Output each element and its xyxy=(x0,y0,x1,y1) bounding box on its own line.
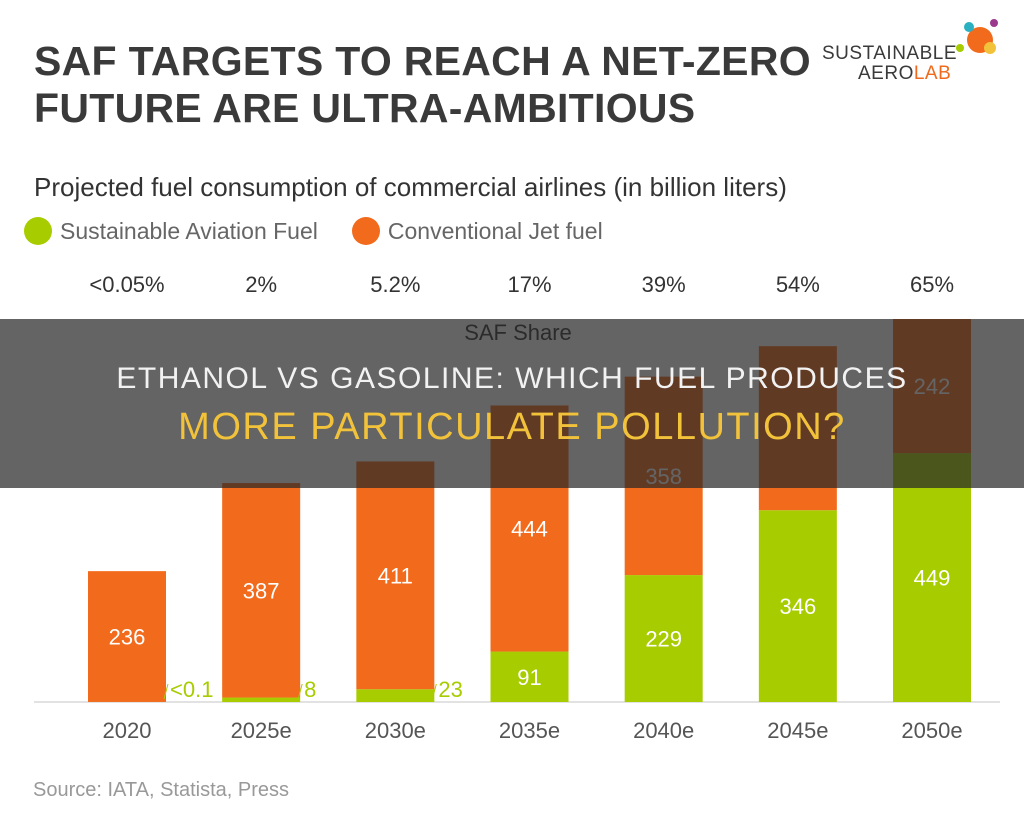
bar-saf xyxy=(893,453,972,702)
x-tick-label: 2045e xyxy=(767,718,828,743)
data-label-saf: 8 xyxy=(304,677,316,702)
logo-text: SUSTAINABLE AEROLAB xyxy=(822,44,957,84)
x-tick-label: 2035e xyxy=(499,718,560,743)
x-tick-label: 2030e xyxy=(365,718,426,743)
overlay-banner xyxy=(0,319,1024,488)
data-label-conventional: 444 xyxy=(511,517,548,542)
data-label-saf: 91 xyxy=(517,665,541,690)
data-label-leader xyxy=(431,683,437,700)
legend-swatch-saf xyxy=(24,217,52,245)
x-tick-label: 2050e xyxy=(901,718,962,743)
bar-saf xyxy=(758,510,837,702)
saf-share-value: 17% xyxy=(507,272,551,297)
legend-label-conventional: Conventional Jet fuel xyxy=(387,217,603,244)
logo-dots-icon xyxy=(956,19,998,54)
bar-conventional xyxy=(356,461,435,690)
bar-saf xyxy=(222,697,301,702)
data-label-saf: 229 xyxy=(645,627,682,652)
data-label-saf: 449 xyxy=(914,566,951,591)
page-title: SAF TARGETS TO REACH A NET-ZERO FUTURE A… xyxy=(34,38,834,132)
bar-conventional xyxy=(222,483,301,698)
data-label-conventional: 411 xyxy=(378,563,413,588)
legend-item-saf: Sustainable Aviation Fuel xyxy=(24,217,318,245)
x-tick-label: 2025e xyxy=(231,718,292,743)
title-line-2: FUTURE ARE ULTRA-AMBITIOUS xyxy=(34,85,696,131)
saf-share-value: 2% xyxy=(245,272,277,297)
bar-saf xyxy=(356,689,435,702)
bar-saf xyxy=(624,575,703,702)
logo: SUSTAINABLE AEROLAB xyxy=(822,18,1012,88)
logo-line-1: SUSTAINABLE xyxy=(822,43,958,64)
title-line-1: SAF TARGETS TO REACH A NET-ZERO xyxy=(34,38,811,84)
data-label-leader xyxy=(163,683,169,700)
legend-label-saf: Sustainable Aviation Fuel xyxy=(60,217,318,244)
legend-swatch-conventional xyxy=(351,217,380,245)
saf-share-value: 5.2% xyxy=(370,272,420,297)
bar-conventional xyxy=(88,571,166,702)
banner-line-2: MORE PARTICULATE POLLUTION? xyxy=(178,406,846,448)
saf-share-value: <0.05% xyxy=(89,272,164,297)
saf-share-value: 39% xyxy=(642,272,686,297)
saf-share-value: 54% xyxy=(776,272,820,297)
data-label-conventional: 387 xyxy=(243,578,280,603)
logo-line-2b: LAB xyxy=(913,63,952,84)
banner-line-1: ETHANOL VS GASOLINE: WHICH FUEL PRODUCES xyxy=(116,362,908,395)
saf-share-value: 65% xyxy=(910,272,954,297)
logo-line-2a: AERO xyxy=(858,63,914,84)
source-note: Source: IATA, Statista, Press xyxy=(33,779,290,801)
chart-legend: Sustainable Aviation Fuel Conventional J… xyxy=(24,214,637,248)
chart-subtitle: Projected fuel consumption of commercial… xyxy=(34,172,787,202)
data-label-saf: 346 xyxy=(779,594,816,619)
data-label-leader xyxy=(297,683,303,700)
x-tick-label: 2040e xyxy=(633,718,694,743)
legend-item-conventional: Conventional Jet fuel xyxy=(351,217,603,245)
x-tick-label: 2020 xyxy=(103,718,152,743)
bar-saf xyxy=(490,651,569,702)
data-label-saf: <0.1 xyxy=(170,677,213,702)
data-label-conventional: 236 xyxy=(109,625,146,650)
data-label-saf: 23 xyxy=(438,677,462,702)
